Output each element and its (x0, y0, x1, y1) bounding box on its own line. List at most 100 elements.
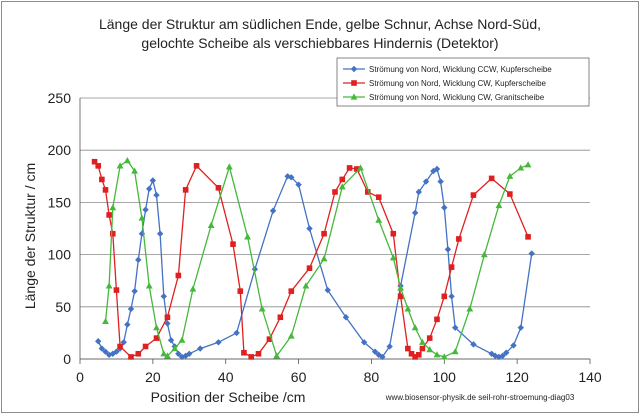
data-point (95, 338, 102, 345)
data-point (215, 184, 222, 191)
chart-svg: Länge der Struktur am südlichen Ende, ge… (22, 16, 602, 405)
data-point (266, 336, 273, 342)
data-point (106, 212, 112, 218)
data-point (405, 345, 411, 352)
data-point (390, 230, 397, 237)
data-point (426, 346, 434, 353)
data-point (113, 287, 120, 293)
data-point (433, 351, 441, 358)
legend-entry: Strömung von Nord, Wicklung CCW, Kupfers… (343, 65, 552, 74)
data-point (339, 176, 346, 183)
series-2 (91, 158, 531, 360)
data-point (408, 350, 415, 357)
data-point (241, 349, 247, 356)
y-tick-labels: 0 50 100 150 200 250 (48, 90, 72, 367)
legend-box (336, 57, 590, 107)
data-point (153, 191, 160, 199)
data-point (116, 162, 124, 169)
data-point (488, 175, 495, 182)
data-point (120, 339, 127, 346)
data-point (412, 354, 418, 360)
data-point (320, 255, 328, 262)
x-tick-label: 20 (145, 369, 161, 385)
y-tick-label: 100 (48, 247, 72, 263)
legend-marker (350, 65, 358, 73)
data-point (510, 342, 517, 349)
data-point (437, 178, 444, 185)
legend-label: Strömung von Nord, Wicklung CCW, Kupfers… (369, 65, 552, 74)
x-tick-label: 40 (218, 369, 234, 385)
data-point (397, 293, 404, 300)
data-point (164, 320, 171, 327)
x-tick-label: 0 (76, 369, 84, 385)
data-point (171, 344, 179, 352)
data-point (389, 254, 397, 261)
data-point (411, 209, 419, 217)
data-point (193, 163, 200, 169)
data-point (422, 178, 430, 185)
data-point (332, 189, 338, 195)
data-point (360, 339, 368, 346)
data-point (99, 176, 105, 183)
data-point (146, 185, 153, 193)
data-point (517, 164, 525, 171)
data-point (138, 214, 146, 221)
data-point (135, 256, 142, 264)
data-point (470, 192, 477, 198)
data-point (440, 353, 448, 360)
data-point (237, 288, 244, 294)
data-point (525, 234, 531, 240)
data-point (244, 233, 251, 240)
data-point (258, 305, 266, 312)
data-point (415, 188, 422, 196)
chart-subtitle: gelochte Scheibe als verschiebbares Hind… (141, 35, 498, 51)
data-point (357, 164, 364, 171)
series-1 (95, 165, 535, 361)
data-point (273, 352, 281, 359)
legend-entry: Strömung von Nord, Wicklung CW, Granitsc… (343, 93, 545, 102)
data-point (470, 341, 477, 348)
data-point (288, 174, 295, 181)
data-point (131, 287, 138, 295)
data-point (495, 201, 503, 209)
data-point (499, 352, 506, 360)
data-point (528, 250, 535, 257)
data-point (379, 353, 386, 361)
data-point (466, 305, 474, 312)
data-point (480, 251, 488, 258)
x-tick-label: 60 (291, 369, 307, 385)
legend-label: Strömung von Nord, Wicklung CW, Kupfersc… (369, 79, 547, 88)
data-point (109, 350, 116, 357)
data-point (364, 189, 371, 195)
data-point (441, 204, 448, 211)
y-tick-label: 250 (48, 90, 72, 106)
axes (79, 98, 591, 364)
data-point (419, 338, 426, 345)
data-point (149, 177, 157, 184)
data-point (342, 314, 350, 321)
x-tick-label: 140 (578, 369, 602, 385)
data-point (419, 345, 426, 352)
data-point (178, 336, 186, 343)
data-point (426, 335, 433, 341)
y-tick-label: 0 (63, 351, 71, 367)
x-tick-label: 80 (364, 369, 380, 385)
data-point (306, 225, 313, 232)
data-point (113, 348, 120, 355)
data-point (164, 314, 171, 321)
data-point (277, 314, 284, 321)
data-point (160, 350, 168, 357)
data-point (524, 161, 532, 168)
y-tick-label: 50 (55, 299, 71, 315)
data-point (102, 348, 109, 355)
data-point (306, 265, 313, 271)
data-point (448, 293, 455, 300)
data-point (404, 305, 412, 312)
data-point (109, 230, 116, 237)
data-point (517, 324, 524, 331)
data-point (95, 163, 102, 169)
data-point (160, 293, 167, 300)
data-point (415, 352, 422, 358)
gridlines (80, 97, 590, 360)
